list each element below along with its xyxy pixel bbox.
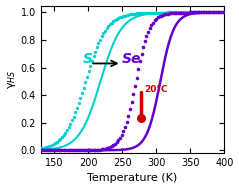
- Y-axis label: γ$_{HS}$: γ$_{HS}$: [5, 70, 17, 89]
- Text: Se: Se: [122, 52, 141, 66]
- X-axis label: Temperature (K): Temperature (K): [87, 174, 178, 184]
- Text: S: S: [83, 52, 93, 66]
- Text: 20°C: 20°C: [144, 85, 168, 94]
